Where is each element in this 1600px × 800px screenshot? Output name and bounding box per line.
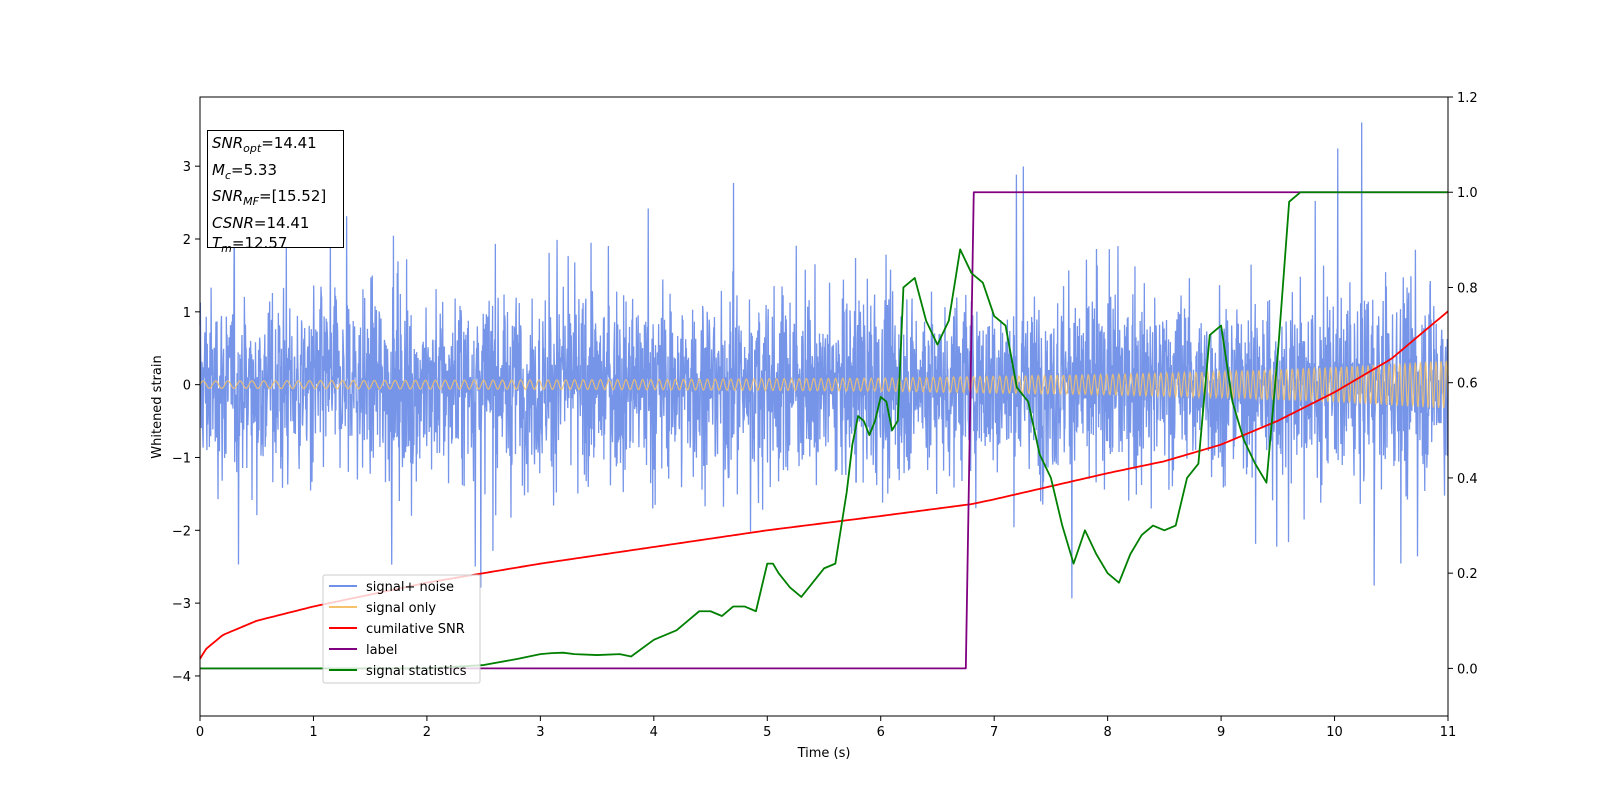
x-tick-label: 1 [309, 725, 317, 740]
legend-label-noise: signal+ noise [366, 580, 454, 595]
x-tick-label: 11 [1440, 725, 1457, 740]
legend-label-label: label [366, 643, 397, 658]
x-tick-label: 3 [536, 725, 544, 740]
y-tick-label-left: −3 [172, 597, 191, 612]
y-tick-label-right: 0.6 [1457, 377, 1478, 392]
plot-frame [199, 96, 1449, 717]
y-tick-label-right: 0.8 [1457, 281, 1478, 296]
legend-frame [322, 574, 481, 684]
csnr-line: CSNR=14.41 [212, 213, 310, 232]
y-axis-label: Whitened strain [150, 355, 165, 458]
x-tick-label: 5 [763, 725, 771, 740]
y-tick-label-right: 1.0 [1457, 186, 1478, 201]
x-axis-label: Time (s) [797, 746, 851, 761]
tm-line: Tm=12.57 [212, 234, 288, 255]
legend-label-signal: signal only [366, 601, 436, 616]
signal-statistics-line [200, 191, 1448, 670]
stats-annotation: SNRopt=14.41 Mc=5.33 SNRMF=[15.52] CSNR=… [207, 130, 344, 255]
legend: signal+ noise signal only cumilative SNR… [322, 574, 481, 684]
x-tick-label: 0 [196, 725, 204, 740]
y-tick-label-left: −2 [172, 524, 191, 539]
label-line [200, 191, 1448, 670]
x-tick-label: 6 [877, 725, 885, 740]
x-axis: 0 1 2 3 4 5 6 7 8 9 10 11 [196, 716, 1456, 740]
y-tick-label-left: −4 [172, 670, 191, 685]
x-tick-label: 9 [1217, 725, 1225, 740]
snr-mf-line: SNRMF=[15.52] [212, 187, 327, 208]
y-tick-label-left: 2 [183, 233, 191, 248]
y-tick-label-left: 0 [183, 379, 191, 394]
x-tick-label: 8 [1103, 725, 1111, 740]
signal-only-line [199, 360, 1449, 409]
y-tick-label-left: 3 [183, 160, 191, 175]
y-tick-label-right: 1.2 [1457, 91, 1478, 106]
y-axis-right: 0.0 0.2 0.4 0.6 0.8 1.0 1.2 [1448, 91, 1478, 677]
signal-only-series [199, 360, 1449, 409]
x-tick-label: 10 [1326, 725, 1343, 740]
mc-line: Mc=5.33 [212, 160, 277, 182]
y-tick-label-right: 0.4 [1457, 472, 1478, 487]
signal-noise-line [199, 122, 1449, 599]
legend-label-stats: signal statistics [366, 664, 467, 679]
signal-noise-series [199, 122, 1449, 599]
y-tick-label-right: 0.0 [1457, 662, 1478, 677]
y-tick-label-left: −1 [172, 451, 191, 466]
x-tick-label: 7 [990, 725, 998, 740]
x-tick-label: 4 [650, 725, 658, 740]
y-tick-label-left: 1 [183, 306, 191, 321]
y-axis-left: −4 −3 −2 −1 0 1 2 3 [172, 160, 200, 685]
legend-label-csnr: cumilative SNR [366, 622, 465, 637]
y-tick-label-right: 0.2 [1457, 567, 1478, 582]
snr-opt-line: SNRopt=14.41 [212, 134, 317, 155]
x-tick-label: 2 [423, 725, 431, 740]
